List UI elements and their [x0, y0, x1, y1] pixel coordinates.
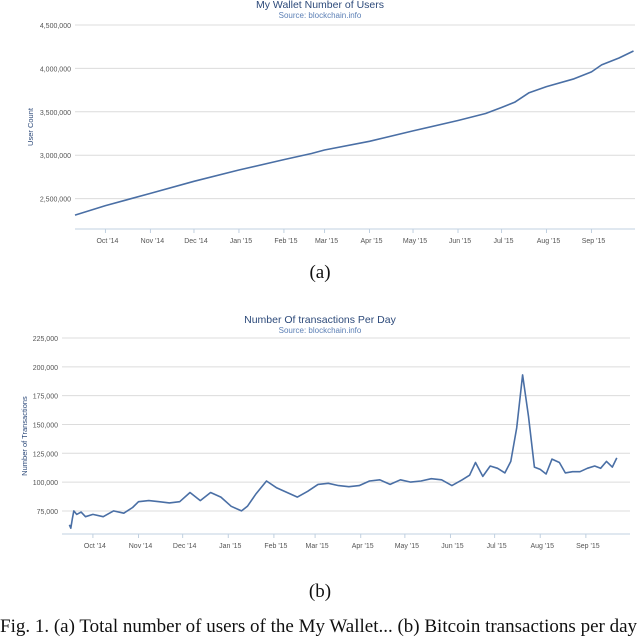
- x-tick-label: Nov '14: [129, 543, 153, 550]
- x-tick-label: Jun '15: [441, 543, 463, 550]
- caption-b: (b): [308, 581, 332, 602]
- x-tick-label: Jun '15: [449, 238, 471, 245]
- chart-title: Number Of transactions Per Day: [244, 314, 396, 326]
- y-tick-label: 2,500,000: [40, 197, 71, 204]
- y-tick-label: 150,000: [33, 422, 58, 429]
- y-tick-label: 100,000: [33, 480, 58, 487]
- x-tick-label: Oct '14: [96, 238, 118, 245]
- x-tick-label: Jan '15: [230, 238, 252, 245]
- x-tick-label: Jan '15: [219, 543, 241, 550]
- y-tick-label: 3,500,000: [40, 110, 71, 117]
- y-tick-label: 75,000: [37, 509, 59, 516]
- x-tick-label: Sep '15: [576, 543, 600, 550]
- caption-a: (a): [309, 262, 331, 283]
- x-tick-label: May '15: [395, 543, 419, 550]
- x-tick-label: Jul '15: [487, 543, 507, 550]
- y-tick-label: 125,000: [33, 451, 58, 458]
- data-line-series: [68, 374, 618, 529]
- chart-title: My Wallet Number of Users: [256, 0, 384, 11]
- x-tick-label: Dec '14: [173, 543, 197, 550]
- x-tick-label: Dec '14: [184, 238, 208, 245]
- y-tick-label: 200,000: [33, 365, 58, 372]
- y-tick-label: 4,000,000: [40, 66, 71, 73]
- x-tick-label: Aug '15: [530, 543, 554, 550]
- x-tick-label: Apr '15: [361, 238, 383, 245]
- x-tick-label: Nov '14: [141, 238, 165, 245]
- x-tick-label: Feb '15: [264, 543, 287, 550]
- x-tick-label: Oct '14: [84, 543, 106, 550]
- chart-subtitle: Source: blockchain.info: [279, 11, 362, 20]
- chart-subtitle: Source: blockchain.info: [279, 326, 362, 335]
- y-tick-label: 175,000: [33, 394, 58, 401]
- x-tick-label: Apr '15: [352, 543, 374, 550]
- figure-caption-text: Fig. 1. (a) Total number of users of the…: [0, 616, 638, 637]
- x-tick-label: Mar '15: [315, 238, 338, 245]
- data-line-series: [74, 50, 634, 216]
- x-tick-label: Jul '15: [494, 238, 514, 245]
- x-tick-label: May '15: [403, 238, 427, 245]
- x-tick-label: Sep '15: [582, 238, 606, 245]
- x-tick-label: Feb '15: [274, 238, 297, 245]
- y-tick-label: 3,000,000: [40, 153, 71, 160]
- x-tick-label: Aug '15: [537, 238, 561, 245]
- x-tick-label: Mar '15: [306, 543, 329, 550]
- y-tick-label: 225,000: [33, 336, 58, 343]
- y-axis-label: User Count: [26, 107, 35, 146]
- y-tick-label: 4,500,000: [40, 23, 71, 30]
- y-axis-label: Number of Transactions: [20, 396, 29, 476]
